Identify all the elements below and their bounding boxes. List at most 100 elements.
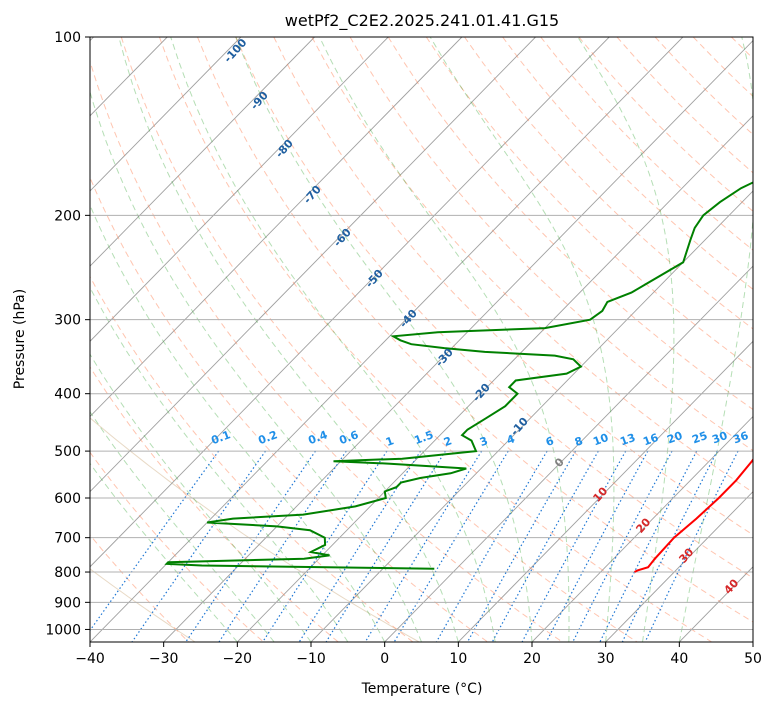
dry-adiabat bbox=[770, 37, 775, 642]
y-tick-label: 400 bbox=[54, 387, 81, 403]
isotherm-line bbox=[90, 37, 684, 642]
mixing-ratio-line bbox=[644, 450, 739, 642]
mixing-ratio-label: 1.5 bbox=[412, 428, 435, 447]
mixing-ratio-label: 4 bbox=[505, 432, 517, 447]
dry-adiabat bbox=[90, 534, 190, 642]
background-adiabat bbox=[90, 417, 420, 642]
mixing-ratio-label: 6 bbox=[544, 434, 556, 449]
chart-title: wetPf2_C2E2.2025.241.01.41.G15 bbox=[285, 11, 559, 31]
x-tick-label: −30 bbox=[149, 651, 179, 667]
mixing-ratio-label: 3 bbox=[478, 434, 490, 449]
mixing-ratio-line bbox=[218, 450, 347, 642]
mixing-ratio-label: 0.1 bbox=[209, 428, 232, 447]
isotherm-line bbox=[310, 190, 753, 642]
x-tick-label: −10 bbox=[296, 651, 326, 667]
profiles bbox=[164, 181, 753, 573]
moist-adiabat bbox=[170, 37, 496, 642]
x-tick-label: 50 bbox=[744, 651, 762, 667]
isotherm-line bbox=[605, 491, 753, 642]
dry-adiabat bbox=[349, 37, 753, 452]
mixing-ratio-line bbox=[466, 450, 577, 642]
moist-adiabat bbox=[118, 37, 459, 642]
x-tick-label: 30 bbox=[597, 651, 615, 667]
moist-adiabat bbox=[577, 37, 675, 642]
mixing-ratio-line bbox=[491, 450, 599, 642]
mixing-ratio-line bbox=[621, 450, 718, 642]
dry-adiabat bbox=[464, 37, 753, 330]
x-tick-label: 0 bbox=[380, 651, 389, 667]
y-tick-label: 700 bbox=[54, 531, 81, 547]
dewpoint-profile-line bbox=[164, 181, 753, 570]
dry-adiabat bbox=[311, 37, 753, 493]
isotherm-line bbox=[531, 415, 753, 642]
mixing-ratio-line bbox=[185, 450, 316, 642]
isotherm-line bbox=[90, 37, 315, 267]
background-lines bbox=[90, 37, 775, 642]
isotherm-line bbox=[458, 340, 753, 642]
isotherm-line bbox=[384, 265, 753, 642]
y-axis-ticks: 100 200 300 400 500 600 700 800 900 1000 bbox=[45, 30, 90, 638]
y-tick-label: 600 bbox=[54, 491, 81, 507]
isotherm-line bbox=[90, 37, 536, 493]
dry-adiabat bbox=[90, 275, 414, 642]
dry-adiabat bbox=[273, 37, 753, 536]
mixing-ratio-label: 13 bbox=[618, 431, 637, 448]
mixing-ratio-label: 36 bbox=[731, 429, 750, 447]
y-tick-label: 100 bbox=[54, 30, 81, 46]
temperature-profile-line bbox=[634, 458, 753, 573]
mixing-ratio-line bbox=[325, 450, 446, 642]
x-tick-label: 10 bbox=[449, 651, 467, 667]
mixing-ratio-line bbox=[545, 450, 649, 642]
mixing-ratio-label: 10 bbox=[591, 431, 610, 449]
background-adiabat bbox=[90, 568, 196, 642]
dry-adiabat bbox=[235, 37, 753, 579]
dry-adiabat bbox=[502, 37, 753, 290]
moist-adiabat bbox=[319, 37, 570, 642]
mixing-ratio-label: 8 bbox=[573, 434, 585, 449]
moist-adiabat bbox=[90, 204, 386, 642]
y-tick-label: 1000 bbox=[45, 622, 81, 638]
mixing-ratio-label: 0.2 bbox=[256, 428, 279, 447]
x-tick-label: −40 bbox=[75, 651, 105, 667]
pressure-gridlines bbox=[90, 37, 753, 630]
mixing-ratio-line bbox=[572, 450, 673, 642]
dry-adiabat bbox=[90, 176, 488, 642]
isotherm-line bbox=[90, 37, 610, 568]
dry-adiabat bbox=[90, 366, 339, 642]
isotherm-line bbox=[237, 115, 753, 642]
moist-adiabat bbox=[90, 462, 238, 642]
x-axis-label: Temperature (°C) bbox=[361, 681, 483, 697]
mixing-ratio-line bbox=[599, 450, 698, 642]
moist-adiabat bbox=[678, 37, 753, 642]
mixing-ratio-label: 16 bbox=[641, 431, 660, 449]
y-tick-label: 900 bbox=[54, 595, 81, 611]
plot-background bbox=[90, 37, 753, 642]
y-tick-label: 800 bbox=[54, 565, 81, 581]
mixing-ratio-line bbox=[131, 450, 266, 642]
y-tick-label: 500 bbox=[54, 444, 81, 460]
moist-adiabat bbox=[235, 37, 533, 642]
mixing-ratio-label: 1 bbox=[384, 434, 396, 449]
mixing-ratio-label: 20 bbox=[665, 429, 684, 447]
x-tick-label: −20 bbox=[223, 651, 253, 667]
dry-adiabat bbox=[90, 451, 264, 642]
isotherm-line bbox=[90, 37, 463, 418]
mixing-ratio-label: 30 bbox=[710, 429, 729, 447]
mixing-ratio-line bbox=[90, 450, 220, 632]
mixing-ratio-label: 0.6 bbox=[337, 428, 360, 447]
moist-adiabat bbox=[90, 410, 275, 642]
moist-adiabat bbox=[90, 286, 349, 642]
moist-adiabat bbox=[90, 353, 312, 642]
x-tick-label: 40 bbox=[670, 651, 688, 667]
dry-adiabat bbox=[197, 37, 753, 623]
mixing-ratio-line bbox=[364, 450, 483, 642]
moist-adiabat bbox=[429, 37, 615, 642]
isotherm-line bbox=[90, 37, 389, 342]
y-tick-label: 300 bbox=[54, 313, 81, 329]
isotherm-line bbox=[90, 37, 242, 192]
dry-adiabat bbox=[120, 37, 638, 642]
mixing-ratio-line bbox=[521, 450, 627, 642]
mixing-ratio-label: 0.4 bbox=[306, 428, 329, 447]
plot-frame bbox=[89, 36, 754, 643]
